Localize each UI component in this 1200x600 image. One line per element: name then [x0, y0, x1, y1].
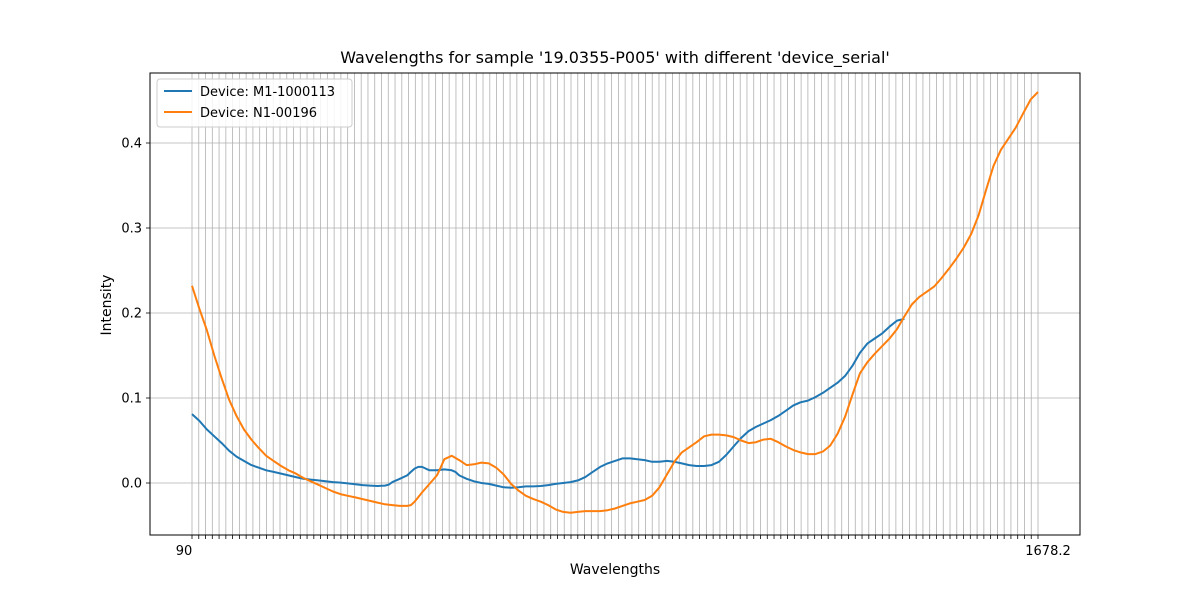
- legend-label-m1-1000113: Device: M1-1000113: [200, 85, 335, 100]
- grid-lines: [150, 73, 1080, 535]
- legend-label-n1-00196: Device: N1-00196: [200, 106, 317, 121]
- y-tick-label: 0.4: [121, 137, 142, 152]
- x-tick-label-last: 1678.2: [1025, 544, 1071, 559]
- legend-box: [156, 78, 353, 128]
- series-line-m1-1000113: [191, 317, 905, 489]
- series-lines: [191, 91, 1039, 514]
- y-tick-label: 0.2: [121, 307, 142, 322]
- x-tick-label-first: 90: [176, 544, 193, 559]
- y-axis-label: Intensity: [99, 275, 115, 336]
- y-tick-label: 0.0: [121, 477, 142, 492]
- x-axis-label: Wavelengths: [570, 562, 660, 578]
- x-axis-ticks: 90 1678.2: [176, 535, 1071, 559]
- legend: Device: M1-1000113 Device: N1-00196: [156, 78, 353, 128]
- series-line-n1-00196: [191, 91, 1039, 514]
- y-tick-label: 0.1: [121, 392, 142, 407]
- chart-title: Wavelengths for sample '19.0355-P005' wi…: [340, 48, 890, 68]
- y-tick-label: 0.3: [121, 222, 142, 237]
- y-axis-ticks: 0.0 0.1 0.2 0.3 0.4: [121, 137, 150, 492]
- plot-area-frame: [149, 72, 1081, 536]
